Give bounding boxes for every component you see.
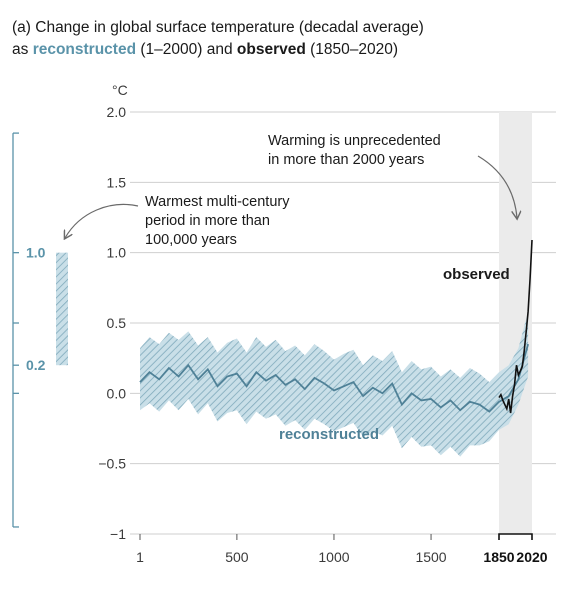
warming-arrow [477, 155, 517, 218]
reconstructed-series-label: reconstructed [279, 426, 379, 443]
observed-series-label: observed [443, 266, 510, 283]
y-tick-label: 1.0 [107, 245, 127, 261]
y-axis-label: °C [112, 82, 128, 98]
grid [130, 111, 556, 535]
warmest-period-range-bar [56, 252, 68, 366]
reconstructed-uncertainty-band [140, 311, 529, 457]
y-tick-label: −1 [110, 526, 126, 542]
title-line-2: as reconstructed (1–2000) and observed (… [12, 39, 424, 61]
warmest-annotation-line-3: 100,000 years [145, 232, 237, 248]
observed-period-bracket [498, 533, 533, 540]
range-low-label: 0.2 [26, 357, 46, 373]
y-tick-label: 1.5 [107, 174, 127, 190]
observed-line [498, 239, 533, 414]
title-line-1: (a) Change in global surface temperature… [12, 19, 424, 36]
y-tick-labels: 2.0 1.5 1.0 0.5 0.0 −0.5 −1 [98, 104, 126, 542]
y-tick-label: 0.5 [107, 315, 127, 331]
chart-title: (a) Change in global surface temperature… [12, 17, 424, 61]
warming-annotation-line-2: in more than 2000 years [268, 152, 424, 168]
x-tick-label: 1000 [318, 549, 349, 565]
x-axis: 1 500 1000 1500 1850 2020 [136, 533, 548, 565]
warmest-annotation-line-1: Warmest multi-century [145, 194, 290, 210]
x-tick-label: 1500 [415, 549, 446, 565]
title-mid: (1–2000) and [136, 41, 237, 58]
y-tick-label: 2.0 [107, 104, 127, 120]
reconstructed-line [139, 343, 529, 413]
x-tick-label: 500 [225, 549, 249, 565]
x-tick-label-bold: 2020 [516, 549, 547, 565]
title-prefix: as [12, 41, 33, 58]
x-tick-label: 1 [136, 549, 144, 565]
y-tick-label: −0.5 [98, 456, 126, 472]
title-reconstructed: reconstructed [32, 41, 137, 58]
title-observed: observed [236, 41, 306, 58]
warmest-arrow [65, 203, 139, 238]
warmest-annotation-line-2: period in more than [145, 213, 270, 229]
left-range-scale [12, 132, 19, 528]
y-tick-label: 0.0 [107, 385, 127, 401]
warming-annotation-line-1: Warming is unprecedented [268, 133, 441, 149]
x-tick-label-bold: 1850 [483, 549, 514, 565]
title-suffix: (1850–2020) [305, 41, 399, 58]
range-high-label: 1.0 [26, 245, 46, 261]
